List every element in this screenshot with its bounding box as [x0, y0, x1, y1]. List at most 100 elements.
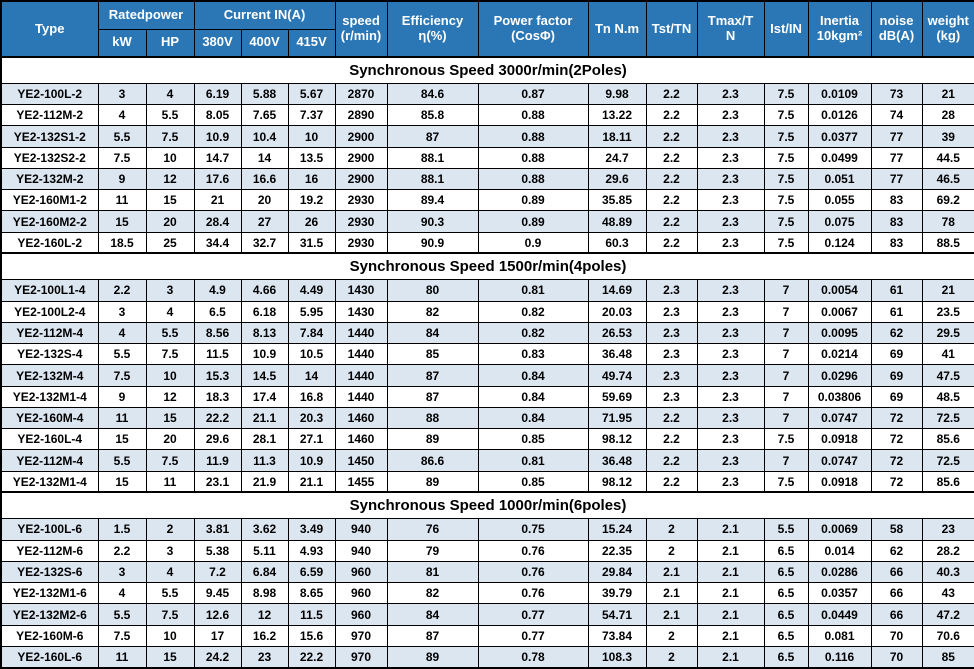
value-cell: 17.6 — [193, 167, 242, 191]
value-cell: 12 — [145, 385, 195, 408]
value-cell: 18.5 — [97, 231, 147, 254]
value-cell: 7.5 — [97, 364, 147, 387]
value-cell: 1455 — [334, 470, 388, 493]
value-cell: 3 — [97, 300, 147, 323]
value-cell: 0.0918 — [807, 470, 872, 493]
table-row: YE2-100L-2 3 4 6.19 5.88 5.67 2870 84.6 0.87 9.98… — [0, 82, 974, 106]
value-cell: 22.35 — [587, 539, 647, 562]
value-cell: 0.84 — [477, 406, 589, 430]
value-cell: 6.5 — [193, 300, 242, 323]
value-cell: 6.5 — [763, 624, 809, 647]
value-cell: 10.9 — [193, 125, 242, 148]
table-row: YE2-160M1-2 11 15 21 20 19.2 2930 89.4 0.89 35.85… — [0, 189, 974, 212]
value-cell: 9 — [97, 385, 147, 408]
value-cell: 0.03806 — [807, 385, 872, 408]
value-cell: 6.84 — [240, 560, 289, 584]
value-cell: 3.81 — [193, 518, 242, 541]
value-cell: 960 — [334, 560, 388, 584]
type-cell: YE2-132M-4 — [0, 364, 99, 387]
value-cell: 0.081 — [807, 624, 872, 647]
value-cell: 21 — [921, 82, 974, 106]
value-cell: 83 — [870, 189, 923, 212]
value-cell: 5.5 — [145, 321, 195, 345]
speed-label-line1: speed — [342, 13, 380, 29]
value-cell: 2.1 — [645, 582, 698, 605]
value-cell: 7.5 — [145, 343, 195, 366]
col-header-efficiency: Efficiency η(%) — [386, 0, 479, 58]
value-cell: 940 — [334, 518, 388, 541]
value-cell: 6.18 — [240, 300, 289, 323]
value-cell: 2.1 — [645, 560, 698, 584]
value-cell: 2.2 — [645, 167, 698, 191]
value-cell: 83 — [870, 210, 923, 233]
value-cell: 4 — [145, 300, 195, 323]
value-cell: 7.5 — [763, 210, 809, 233]
inertia-label-line2: 10kgm² — [816, 28, 863, 43]
value-cell: 90.9 — [386, 231, 479, 254]
value-cell: 70 — [870, 645, 923, 669]
value-cell: 2.3 — [696, 321, 765, 345]
value-cell: 18.11 — [587, 125, 647, 148]
value-cell: 20.3 — [287, 406, 336, 430]
value-cell: 23.5 — [921, 300, 974, 323]
value-cell: 2 — [645, 624, 698, 647]
value-cell: 23 — [240, 645, 289, 669]
value-cell: 0.75 — [477, 518, 589, 541]
value-cell: 0.85 — [477, 428, 589, 451]
value-cell: 7 — [763, 321, 809, 345]
type-cell: YE2-160L-2 — [0, 231, 99, 254]
value-cell: 16 — [287, 167, 336, 191]
value-cell: 5.5 — [145, 582, 195, 605]
value-cell: 22.2 — [193, 406, 242, 430]
section-title: Synchronous Speed 3000r/min(2Poles) — [0, 55, 974, 84]
value-cell: 1440 — [334, 385, 388, 408]
value-cell: 20 — [145, 210, 195, 233]
value-cell: 20.03 — [587, 300, 647, 323]
value-cell: 0.81 — [477, 279, 589, 302]
value-cell: 1440 — [334, 343, 388, 366]
value-cell: 2.3 — [696, 125, 765, 148]
value-cell: 2930 — [334, 231, 388, 254]
col-header-rated-power: Ratedpower — [97, 0, 195, 30]
type-cell: YE2-132S2-2 — [0, 146, 99, 169]
value-cell: 0.81 — [477, 449, 589, 472]
value-cell: 46.5 — [921, 167, 974, 191]
value-cell: 0.76 — [477, 582, 589, 605]
value-cell: 13.22 — [587, 104, 647, 127]
value-cell: 0.88 — [477, 104, 589, 127]
value-cell: 0.124 — [807, 231, 872, 254]
value-cell: 2.3 — [696, 406, 765, 430]
table-row: YE2-132M1-4 15 11 23.1 21.9 21.1 1455 89 0.85 98.… — [0, 470, 974, 493]
value-cell: 44.5 — [921, 146, 974, 169]
value-cell: 960 — [334, 582, 388, 605]
value-cell: 4 — [145, 560, 195, 584]
value-cell: 7.5 — [763, 189, 809, 212]
value-cell: 2.3 — [696, 279, 765, 302]
value-cell: 28.4 — [193, 210, 242, 233]
value-cell: 78 — [921, 210, 974, 233]
col-header-inertia: Inertia 10kgm² — [807, 0, 872, 58]
value-cell: 16.6 — [240, 167, 289, 191]
value-cell: 87 — [386, 364, 479, 387]
value-cell: 7.37 — [287, 104, 336, 127]
value-cell: 21.1 — [240, 406, 289, 430]
type-cell: YE2-112M-6 — [0, 539, 99, 562]
value-cell: 2900 — [334, 146, 388, 169]
col-header-type: Type — [0, 0, 99, 58]
value-cell: 2.2 — [645, 406, 698, 430]
value-cell: 2.2 — [645, 210, 698, 233]
value-cell: 7.5 — [145, 125, 195, 148]
value-cell: 20 — [145, 428, 195, 451]
value-cell: 4 — [97, 104, 147, 127]
efficiency-label-line2: η(%) — [418, 28, 447, 43]
value-cell: 22.2 — [287, 645, 336, 669]
value-cell: 0.84 — [477, 385, 589, 408]
value-cell: 2.3 — [696, 385, 765, 408]
col-header-380v: 380V — [193, 28, 242, 58]
value-cell: 29.6 — [587, 167, 647, 191]
value-cell: 0.0126 — [807, 104, 872, 127]
inertia-label-line1: Inertia — [820, 13, 860, 29]
value-cell: 2.1 — [696, 539, 765, 562]
value-cell: 10.9 — [240, 343, 289, 366]
value-cell: 2.2 — [645, 231, 698, 254]
